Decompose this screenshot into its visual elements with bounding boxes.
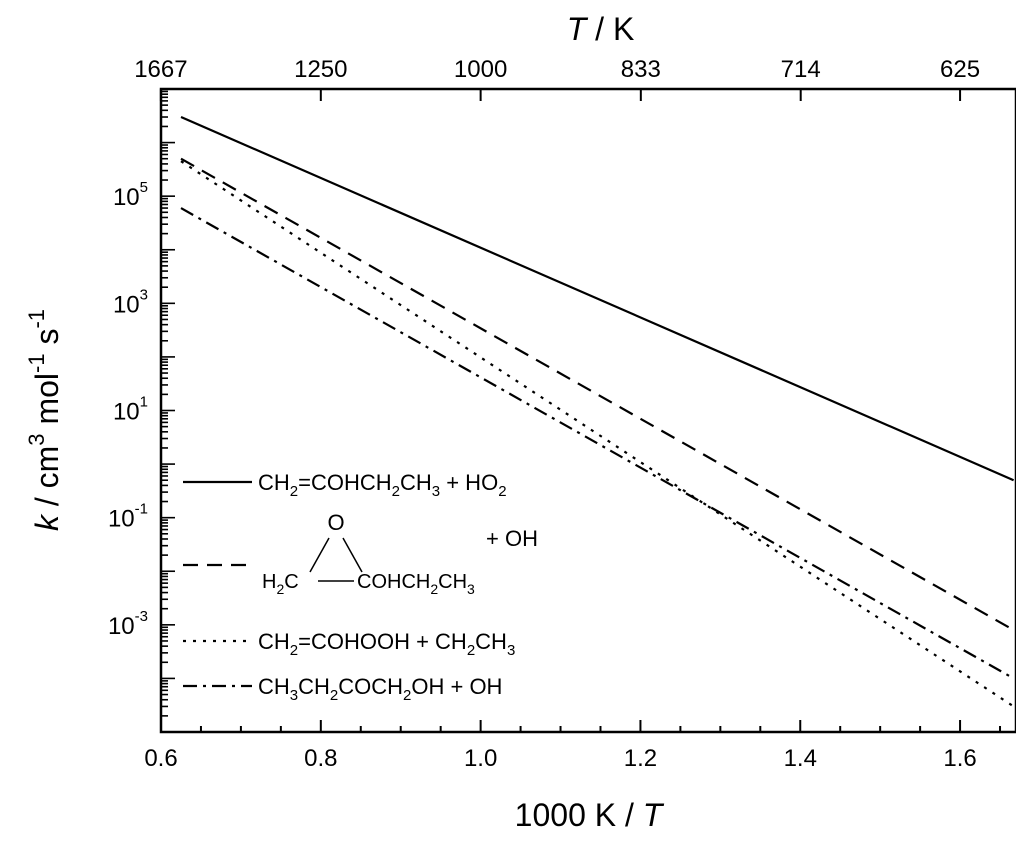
text-run: H <box>262 571 276 593</box>
legend-label-dashdot: CH3​CH2​COCH2​OH + OH <box>258 674 502 704</box>
subscript: 3 <box>432 483 440 500</box>
epoxide-bond-left <box>309 537 330 573</box>
text-run: CH <box>438 571 467 593</box>
text-run: COCH <box>338 674 403 699</box>
epoxide-oxygen: O <box>327 510 344 535</box>
subscript: 2 <box>498 483 506 500</box>
text-run: CH <box>258 674 290 699</box>
y-tick-base: 10 <box>113 184 140 211</box>
x-tick-label: 1.0 <box>464 745 497 772</box>
text-run: =COHOOH + CH <box>298 629 467 654</box>
axes-layer: 0.6 0.8 1.0 1.2 1.4 1.6 1000 K / T 1667 1250 1000… <box>24 11 1016 833</box>
text-run: CH <box>400 470 432 495</box>
x-tick-label: 0.8 <box>304 745 337 772</box>
subscript: 3 <box>467 581 475 597</box>
text-run: CH <box>258 470 290 495</box>
epoxide-suffix: + OH <box>486 526 538 551</box>
y-title-superscript: -1 <box>24 353 49 373</box>
y-tick-base: 10 <box>108 506 135 533</box>
y-title-superscript: -1 <box>24 309 49 329</box>
y-axis-title: k / cm3​ mol-1​ s-1​ <box>24 309 65 531</box>
top-tick-label: 1000 <box>454 56 507 83</box>
x-axis-title: 1000 K / T <box>515 797 665 833</box>
y-tick-exponent: 3 <box>140 286 148 303</box>
epoxide-right-group: COHCH2​CH3​ <box>357 571 475 597</box>
subscript: 2 <box>392 483 400 500</box>
y-title-run: s <box>29 329 65 354</box>
top-tick-label: 833 <box>621 56 661 83</box>
top-axis-title-unit: / K <box>586 11 634 47</box>
top-axis-title: T / K <box>567 11 635 47</box>
x-tick-label: 0.6 <box>144 745 177 772</box>
legend-epoxide-structure: O H2​C COHCH2​CH3​ + OH <box>262 510 538 597</box>
text-run: =COHCH <box>298 470 392 495</box>
subscript: 2 <box>330 687 338 704</box>
y-tick-base: 10 <box>108 613 135 640</box>
text-run: C <box>284 571 298 593</box>
x-axis-title-variable: T <box>643 797 665 833</box>
epoxide-bond-right <box>342 537 363 573</box>
top-tick-label: 714 <box>781 56 821 83</box>
y-title-run: mol <box>29 373 65 433</box>
y-title-run: k <box>29 513 65 531</box>
x-tick-label: 1.2 <box>624 745 657 772</box>
y-tick-label: 101 <box>113 394 148 426</box>
subscript: 2 <box>276 581 284 597</box>
x-axis-title-number: 1000 K / <box>515 797 643 833</box>
y-title-run: / cm <box>29 446 65 515</box>
subscript: 2 <box>290 483 298 500</box>
legend-label-solid: CH2​=COHCH2​CH3​ + HO2​ <box>258 470 507 500</box>
legend-label-dot: CH2​=COHOOH + CH2​CH3​ <box>258 629 515 659</box>
y-tick-exponent: -3 <box>135 608 148 625</box>
series-layer <box>180 115 1015 708</box>
legend: CH2​=COHCH2​CH3​ + HO2​ O H2​C COHCH2​CH3​ +… <box>183 470 538 704</box>
subscript: 2 <box>290 642 298 659</box>
y-tick-base: 10 <box>113 399 140 426</box>
top-tick-label: 1667 <box>134 56 187 83</box>
subscript: 2 <box>467 642 475 659</box>
y-tick-exponent: -1 <box>135 501 148 518</box>
y-title-superscript: 3 <box>24 433 49 445</box>
subscript: 2 <box>403 687 411 704</box>
text-run: CH <box>258 629 290 654</box>
subscript: 2 <box>430 581 438 597</box>
y-tick-label: 103 <box>113 286 148 318</box>
text-run: CH <box>475 629 507 654</box>
top-tick-label: 1250 <box>294 56 347 83</box>
text-run: OH + OH <box>411 674 502 699</box>
text-run: CH <box>298 674 330 699</box>
top-tick-label: 625 <box>940 56 980 83</box>
series-line-solid <box>180 115 1015 482</box>
y-tick-label: 105 <box>113 179 148 211</box>
text-run: COHCH <box>357 571 430 593</box>
subscript: 3 <box>290 687 298 704</box>
y-tick-label: 10-3 <box>108 608 148 640</box>
series-line-dot <box>180 160 1015 708</box>
top-axis-title-variable: T <box>567 11 589 47</box>
y-tick-exponent: 1 <box>140 394 148 411</box>
series-line-dash <box>180 157 1015 631</box>
epoxide-left-group: H2​C <box>262 571 299 597</box>
x-tick-label: 1.4 <box>784 745 817 772</box>
y-tick-exponent: 5 <box>140 179 148 196</box>
text-run: + HO <box>440 470 498 495</box>
x-tick-label: 1.6 <box>943 745 976 772</box>
y-tick-label: 10-1 <box>108 501 148 533</box>
y-tick-base: 10 <box>113 291 140 318</box>
subscript: 3 <box>507 642 515 659</box>
series-line-dashdot <box>180 207 1015 680</box>
